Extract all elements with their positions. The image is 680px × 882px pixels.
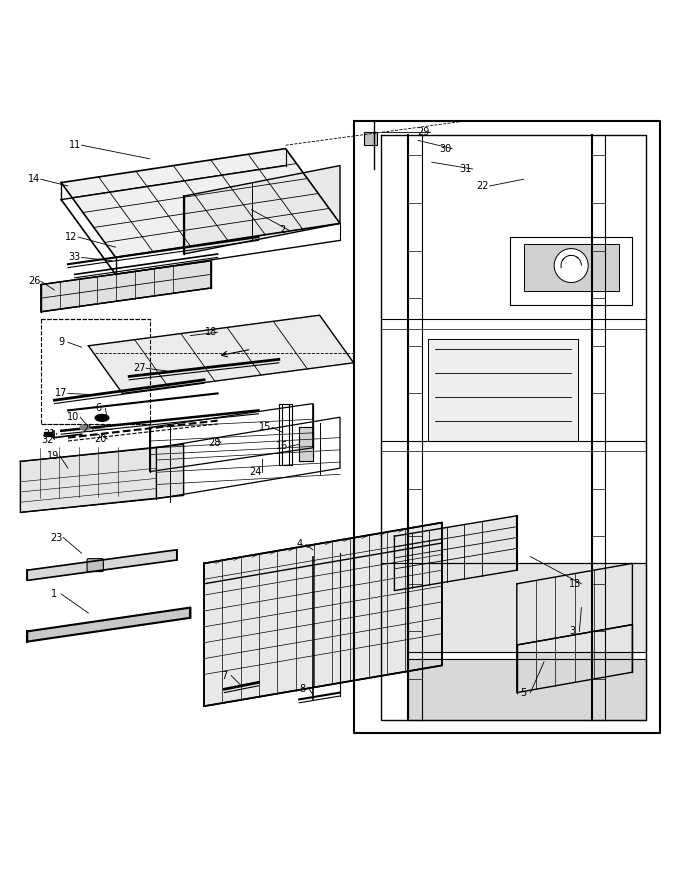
Text: 11: 11 bbox=[69, 140, 81, 150]
Text: 26: 26 bbox=[28, 276, 40, 286]
Polygon shape bbox=[61, 148, 340, 258]
Polygon shape bbox=[184, 166, 340, 254]
Text: 16: 16 bbox=[276, 441, 288, 452]
Polygon shape bbox=[408, 564, 646, 652]
Text: 6: 6 bbox=[95, 403, 102, 414]
Polygon shape bbox=[517, 564, 632, 645]
Text: 4: 4 bbox=[296, 540, 303, 549]
Text: 10: 10 bbox=[67, 412, 80, 422]
Text: 9: 9 bbox=[58, 338, 65, 348]
Bar bbox=[524, 243, 619, 291]
Text: 19: 19 bbox=[47, 451, 59, 461]
Polygon shape bbox=[299, 428, 313, 461]
Text: 8: 8 bbox=[299, 684, 306, 694]
Text: 12: 12 bbox=[65, 232, 78, 242]
Text: 3: 3 bbox=[569, 626, 576, 637]
Text: 22: 22 bbox=[477, 181, 489, 191]
Polygon shape bbox=[394, 516, 517, 591]
Ellipse shape bbox=[95, 415, 109, 422]
Polygon shape bbox=[408, 659, 646, 720]
Text: 7: 7 bbox=[221, 670, 228, 681]
Text: 32: 32 bbox=[41, 435, 54, 445]
Ellipse shape bbox=[80, 424, 90, 430]
Polygon shape bbox=[27, 608, 190, 641]
Text: 5: 5 bbox=[520, 688, 527, 698]
Text: 31: 31 bbox=[460, 164, 472, 174]
Text: 1: 1 bbox=[51, 589, 58, 599]
Polygon shape bbox=[41, 261, 211, 312]
Polygon shape bbox=[428, 339, 578, 441]
Text: 15: 15 bbox=[259, 422, 271, 432]
Text: 14: 14 bbox=[28, 175, 40, 184]
Text: 20: 20 bbox=[95, 434, 107, 444]
Text: 13: 13 bbox=[568, 579, 581, 589]
Text: 30: 30 bbox=[439, 144, 452, 153]
Text: 23: 23 bbox=[50, 533, 63, 542]
Polygon shape bbox=[88, 315, 354, 393]
Polygon shape bbox=[204, 523, 442, 706]
FancyBboxPatch shape bbox=[87, 558, 103, 572]
Bar bbox=[44, 432, 52, 437]
Polygon shape bbox=[27, 549, 177, 580]
Text: 25: 25 bbox=[82, 423, 95, 434]
Bar bbox=[364, 131, 377, 146]
Text: 27: 27 bbox=[133, 363, 146, 373]
Text: 28: 28 bbox=[208, 438, 220, 448]
Text: 17: 17 bbox=[55, 388, 67, 399]
Text: 18: 18 bbox=[205, 327, 217, 337]
Text: 33: 33 bbox=[69, 252, 81, 263]
Text: 21: 21 bbox=[43, 430, 55, 439]
Polygon shape bbox=[20, 445, 184, 512]
Text: 2: 2 bbox=[279, 225, 286, 235]
Circle shape bbox=[554, 249, 588, 282]
Text: 29: 29 bbox=[417, 127, 429, 137]
Polygon shape bbox=[517, 624, 632, 692]
Text: 24: 24 bbox=[249, 467, 261, 476]
